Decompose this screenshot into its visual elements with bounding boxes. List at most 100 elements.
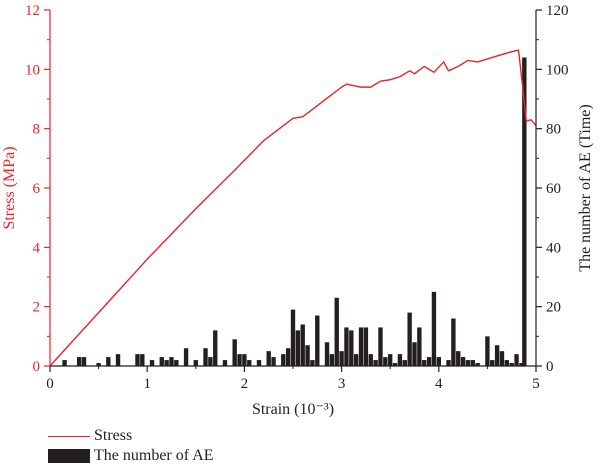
ae-bar xyxy=(237,354,242,366)
stress-swatch xyxy=(48,435,90,437)
ae-bar xyxy=(422,360,427,366)
ae-bar xyxy=(232,339,237,366)
y-left-tick-label: 6 xyxy=(33,181,41,197)
ae-bar xyxy=(412,342,417,366)
y-right-tick-label: 80 xyxy=(546,122,561,138)
ae-bar xyxy=(431,291,437,366)
ae-bar xyxy=(397,354,403,366)
ae-bar xyxy=(140,354,145,366)
legend-item-stress: Stress xyxy=(48,426,132,446)
legend: Stress The number of AE xyxy=(48,424,308,466)
ae-bar xyxy=(470,360,475,366)
y-right-tick-label: 60 xyxy=(546,181,561,197)
ae-bar xyxy=(465,360,471,366)
y-left-tick-label: 2 xyxy=(33,300,41,316)
ae-bar xyxy=(174,360,179,366)
x-axis-title: Strain (10⁻³) xyxy=(252,401,334,418)
y-right-tick-label: 120 xyxy=(546,3,569,19)
ae-bar xyxy=(203,348,208,366)
ae-bar xyxy=(349,330,354,366)
ae-bar xyxy=(222,360,228,366)
ae-bar xyxy=(106,357,111,366)
ae-bar xyxy=(164,360,169,366)
ae-bar xyxy=(281,354,286,366)
ae-bar xyxy=(300,324,305,366)
ae-bar xyxy=(324,342,330,366)
ae-bar xyxy=(193,360,198,366)
ae-bar xyxy=(402,360,407,366)
ae-bar xyxy=(363,327,369,366)
y-left-tick-label: 12 xyxy=(25,3,40,19)
x-tick-label: 4 xyxy=(435,376,443,392)
ae-bar xyxy=(329,354,335,366)
ae-bar xyxy=(426,357,432,366)
ae-bar xyxy=(208,357,213,366)
ae-bar xyxy=(242,354,247,366)
ae-swatch xyxy=(48,449,90,463)
ae-bar xyxy=(522,57,527,366)
ae-bar xyxy=(169,357,174,366)
ae-bar xyxy=(290,309,296,366)
axes xyxy=(44,9,542,372)
x-tick-label: 2 xyxy=(241,376,249,392)
ae-bar xyxy=(456,351,461,366)
ae-bar xyxy=(446,360,451,366)
y-left-axis-title: Stress (MPa) xyxy=(1,146,18,229)
ae-bar xyxy=(378,327,383,366)
ae-bar xyxy=(368,354,373,366)
ae-bar xyxy=(135,354,140,366)
ae-bar xyxy=(475,363,480,366)
ae-bar xyxy=(460,357,466,366)
legend-label-stress: Stress xyxy=(94,427,133,444)
x-tick-label: 1 xyxy=(143,376,151,392)
y-left-tick-label: 10 xyxy=(25,62,40,78)
x-tick-label: 3 xyxy=(338,376,346,392)
y-right-axis-title: The number of AE (Time) xyxy=(577,104,594,271)
ae-bar xyxy=(373,360,378,366)
ae-bar xyxy=(339,351,344,366)
y-right-tick-label: 0 xyxy=(546,359,554,375)
ae-bar xyxy=(353,354,359,366)
ae-bar xyxy=(344,327,349,366)
ae-bar xyxy=(407,312,412,366)
legend-item-ae: The number of AE xyxy=(48,446,214,466)
y-right-tick-label: 20 xyxy=(546,300,561,316)
ae-bar xyxy=(305,345,310,366)
ae-bar xyxy=(295,330,301,366)
ae-bar xyxy=(115,354,121,366)
ae-bar xyxy=(159,357,164,366)
x-tick-label: 5 xyxy=(532,376,540,392)
ae-bar xyxy=(485,336,490,366)
x-tick-label: 0 xyxy=(46,376,54,392)
ae-bar xyxy=(392,363,398,366)
ae-bar xyxy=(96,363,101,366)
ae-bar xyxy=(519,363,524,366)
ae-bar xyxy=(358,327,364,366)
ae-bar xyxy=(494,345,500,366)
ae-bar xyxy=(81,357,87,366)
ae-bar xyxy=(504,360,510,366)
stress-line xyxy=(49,49,537,367)
ae-bars xyxy=(62,57,527,366)
ae-bar xyxy=(256,360,262,366)
ae-bar xyxy=(334,297,339,366)
ae-bar xyxy=(310,360,315,366)
ae-bar xyxy=(388,354,393,366)
y-right-tick-label: 40 xyxy=(546,240,561,256)
ae-bar xyxy=(509,363,514,366)
ae-bar xyxy=(383,357,388,366)
ae-bar xyxy=(490,360,495,366)
ae-bar xyxy=(76,357,82,366)
ae-bar xyxy=(213,330,218,366)
ae-bar xyxy=(436,357,441,366)
ae-bar xyxy=(62,360,67,366)
ae-bar xyxy=(315,315,320,366)
legend-label-ae: The number of AE xyxy=(94,447,214,464)
ae-bar xyxy=(499,351,505,366)
ae-bar xyxy=(247,360,252,366)
ae-bar xyxy=(451,318,456,366)
y-left-tick-label: 0 xyxy=(33,359,41,375)
ae-bar xyxy=(183,348,189,366)
y-right-tick-label: 100 xyxy=(546,62,569,78)
